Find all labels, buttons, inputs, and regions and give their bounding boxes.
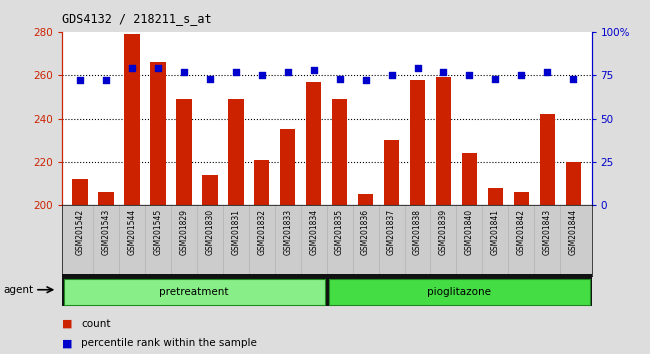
Bar <box>228 99 244 205</box>
Point <box>101 78 111 83</box>
Point <box>231 69 241 75</box>
Text: GSM201835: GSM201835 <box>335 209 344 255</box>
Text: pioglitazone: pioglitazone <box>427 287 491 297</box>
Point <box>412 65 423 71</box>
Point <box>334 76 345 81</box>
Text: GSM201543: GSM201543 <box>101 209 111 255</box>
Bar <box>514 192 529 205</box>
Bar <box>150 62 166 205</box>
Point <box>438 69 448 75</box>
Text: GSM201838: GSM201838 <box>413 209 422 255</box>
Point <box>153 65 163 71</box>
Point <box>75 78 85 83</box>
Text: GSM201833: GSM201833 <box>283 209 292 255</box>
Point <box>360 78 370 83</box>
Bar <box>72 179 88 205</box>
Text: GSM201830: GSM201830 <box>205 209 214 255</box>
Text: GSM201834: GSM201834 <box>309 209 318 255</box>
Point <box>257 73 267 78</box>
Bar <box>462 153 477 205</box>
Text: ■: ■ <box>62 319 72 329</box>
Text: GSM201837: GSM201837 <box>387 209 396 255</box>
Point <box>283 69 293 75</box>
Bar <box>332 99 347 205</box>
Bar <box>566 162 581 205</box>
Point <box>127 65 137 71</box>
Point <box>516 73 526 78</box>
Text: GSM201542: GSM201542 <box>75 209 84 255</box>
Text: GSM201545: GSM201545 <box>153 209 162 255</box>
Text: count: count <box>81 319 110 329</box>
Text: pretreatment: pretreatment <box>159 287 229 297</box>
Text: GSM201836: GSM201836 <box>361 209 370 255</box>
Text: GSM201842: GSM201842 <box>517 209 526 255</box>
Bar <box>176 99 192 205</box>
Bar <box>124 34 140 205</box>
Text: GSM201831: GSM201831 <box>231 209 240 255</box>
Text: agent: agent <box>3 285 33 295</box>
Bar <box>384 140 399 205</box>
Bar <box>358 194 373 205</box>
Point <box>464 73 474 78</box>
Bar <box>540 114 555 205</box>
Bar <box>254 160 270 205</box>
Point <box>386 73 396 78</box>
Bar <box>98 192 114 205</box>
Bar <box>202 175 218 205</box>
Bar <box>436 78 451 205</box>
Text: GSM201841: GSM201841 <box>491 209 500 255</box>
Text: ■: ■ <box>62 338 72 348</box>
Text: GSM201840: GSM201840 <box>465 209 474 255</box>
Text: GSM201832: GSM201832 <box>257 209 266 255</box>
Text: GSM201544: GSM201544 <box>127 209 136 255</box>
Text: GSM201839: GSM201839 <box>439 209 448 255</box>
Text: GSM201843: GSM201843 <box>543 209 552 255</box>
Point <box>179 69 189 75</box>
Text: GDS4132 / 218211_s_at: GDS4132 / 218211_s_at <box>62 12 211 25</box>
Bar <box>280 130 296 205</box>
Point <box>309 67 319 73</box>
Text: GSM201844: GSM201844 <box>569 209 578 255</box>
Bar <box>410 80 425 205</box>
Text: percentile rank within the sample: percentile rank within the sample <box>81 338 257 348</box>
Text: GSM201829: GSM201829 <box>179 209 188 255</box>
Point <box>205 76 215 81</box>
Point <box>490 76 501 81</box>
Bar <box>306 82 322 205</box>
Bar <box>488 188 503 205</box>
Point <box>542 69 552 75</box>
Point <box>568 76 578 81</box>
